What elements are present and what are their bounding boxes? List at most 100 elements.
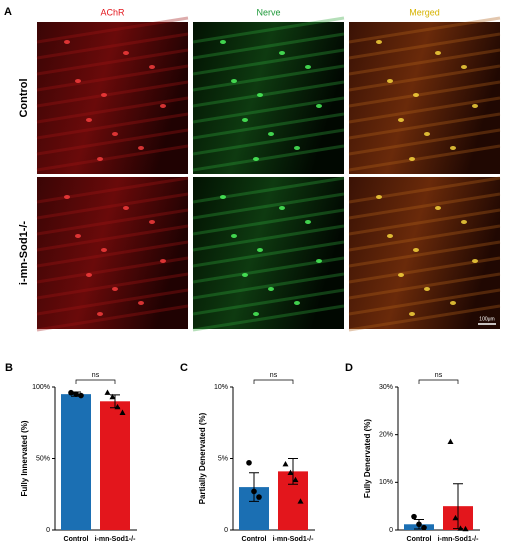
fiber <box>36 16 189 44</box>
panel-label: C <box>180 362 188 374</box>
scale-bar-label: 100μm <box>479 316 494 322</box>
junction <box>279 51 285 55</box>
data-point <box>457 525 464 531</box>
junction <box>231 234 237 238</box>
fiber <box>192 192 345 220</box>
fiber <box>36 192 189 220</box>
bar <box>100 401 130 530</box>
y-axis-label: Fully Denervated (%) <box>363 419 372 498</box>
junction <box>413 248 419 252</box>
error-bar <box>288 458 298 485</box>
column-header: Merged <box>409 7 440 17</box>
junction <box>231 79 237 83</box>
fiber <box>348 144 501 172</box>
junction <box>398 118 404 122</box>
data-point <box>246 459 252 466</box>
y-axis-label: Partially Denervated (%) <box>198 412 207 504</box>
y-tick-label: 10% <box>214 384 228 391</box>
y-tick-label: 30% <box>379 384 393 391</box>
data-point <box>109 393 116 400</box>
junction <box>294 301 300 305</box>
fiber <box>192 112 345 140</box>
fiber <box>192 96 345 124</box>
junction <box>409 157 415 161</box>
data-point <box>287 469 294 475</box>
fiber <box>36 128 189 156</box>
data-point <box>73 391 79 397</box>
y-tick-label: 5% <box>218 455 228 462</box>
junction <box>112 132 118 136</box>
y-tick-label: 20% <box>379 432 393 439</box>
junction <box>268 132 274 136</box>
y-axis-label: Fully Innervated (%) <box>20 420 29 496</box>
x-tick-label: Control <box>64 536 89 543</box>
micrograph <box>349 22 500 174</box>
fiber <box>348 16 501 44</box>
significance-bracket <box>75 379 116 384</box>
junction <box>387 79 393 83</box>
data-point <box>297 498 304 504</box>
micrograph <box>37 22 188 174</box>
fiber <box>192 80 345 108</box>
fiber <box>36 224 189 252</box>
fiber <box>192 208 345 236</box>
junction <box>160 104 166 108</box>
junction <box>316 259 322 263</box>
data-point <box>104 389 111 395</box>
y-tick-label: 0 <box>46 527 50 534</box>
fiber <box>348 304 501 332</box>
junction <box>435 206 441 210</box>
fiber <box>36 48 189 76</box>
junction <box>75 79 81 83</box>
data-point <box>282 461 289 467</box>
data-point <box>251 488 257 495</box>
junction <box>398 273 404 277</box>
fiber <box>348 96 501 124</box>
fiber <box>348 272 501 300</box>
y-tick-label: 100% <box>32 384 50 391</box>
panel-label: A <box>4 6 12 18</box>
junction <box>294 146 300 150</box>
fiber <box>348 224 501 252</box>
junction <box>257 248 263 252</box>
junction <box>472 104 478 108</box>
data-point <box>256 494 262 500</box>
junction <box>242 273 248 277</box>
junction <box>435 51 441 55</box>
fiber <box>36 64 189 92</box>
fiber <box>36 80 189 108</box>
data-point <box>119 409 126 415</box>
x-tick-label: i-mn-Sod1-/- <box>438 536 479 543</box>
fiber <box>36 272 189 300</box>
fiber <box>192 304 345 332</box>
fiber <box>36 96 189 124</box>
junction <box>97 312 103 316</box>
y-tick-label: 0 <box>224 527 228 534</box>
junction <box>86 273 92 277</box>
micrograph <box>37 177 188 329</box>
fiber <box>36 144 189 172</box>
fiber <box>348 32 501 60</box>
row-label: Control <box>18 78 30 117</box>
data-point <box>78 392 84 399</box>
micrograph <box>193 177 344 329</box>
fiber <box>192 48 345 76</box>
fiber <box>36 288 189 316</box>
junction <box>253 312 259 316</box>
significance-label: ns <box>92 372 100 379</box>
fiber <box>192 16 345 44</box>
data-point <box>416 521 422 528</box>
data-point <box>68 389 74 396</box>
junction <box>450 301 456 305</box>
junction <box>376 195 382 199</box>
fiber <box>348 240 501 268</box>
data-point <box>411 513 417 520</box>
significance-bracket <box>418 379 459 384</box>
fiber <box>192 128 345 156</box>
bar <box>61 394 91 530</box>
fiber <box>36 208 189 236</box>
junction <box>253 157 259 161</box>
junction <box>461 65 467 69</box>
